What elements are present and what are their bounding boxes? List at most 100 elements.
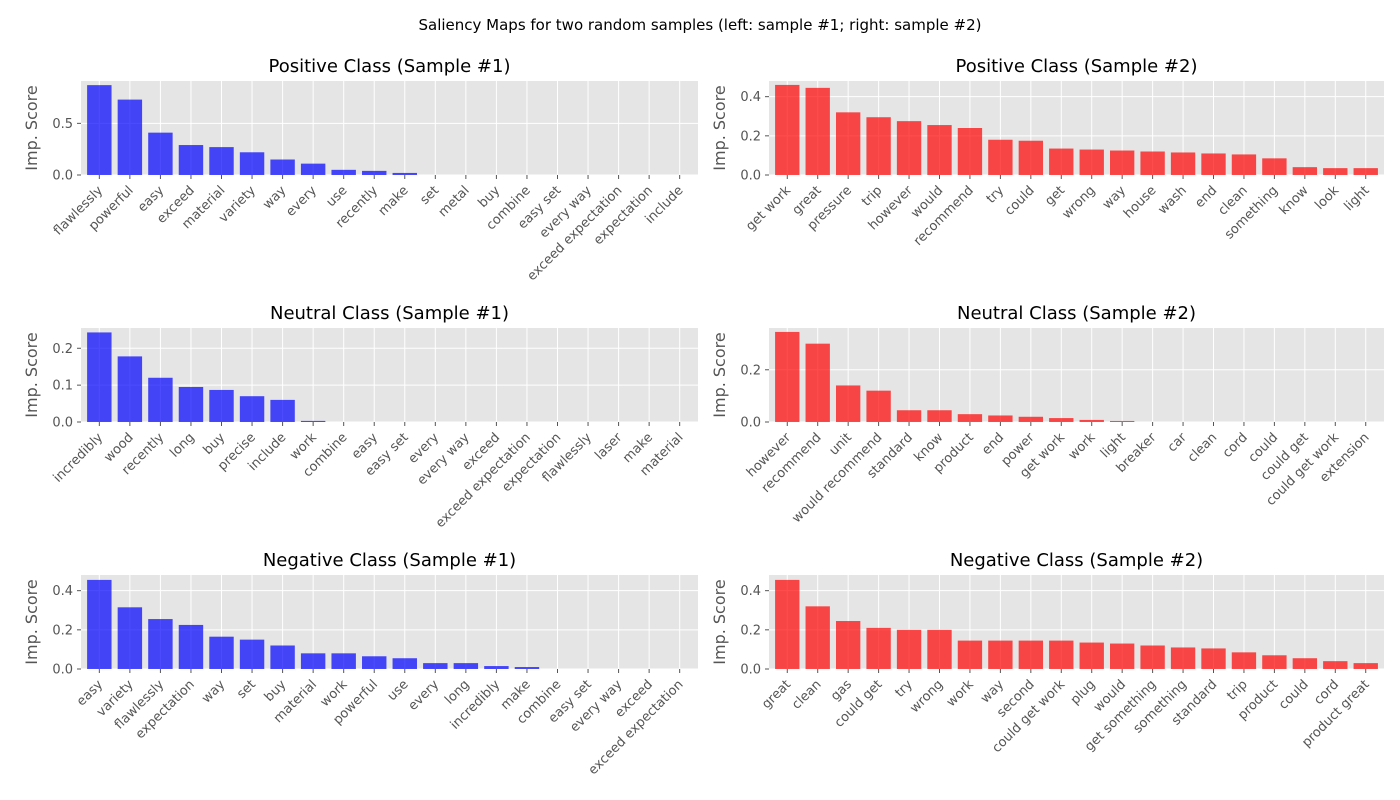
x-tick-label: clean <box>1185 430 1220 465</box>
bar-product-great <box>1353 663 1378 669</box>
bar-buy <box>209 389 234 422</box>
bar-include <box>270 399 295 422</box>
bar-end <box>988 415 1013 422</box>
bar-powerful <box>117 99 143 175</box>
plot-area <box>81 575 698 669</box>
bar-end <box>1201 153 1226 175</box>
bar-powerful <box>362 656 387 669</box>
bar-work <box>331 653 356 669</box>
x-tick-label: work <box>944 677 977 710</box>
y-tick-label: 0.0 <box>52 416 73 431</box>
bar-use <box>392 658 417 669</box>
bar-every <box>300 163 326 175</box>
bar-way <box>270 159 295 175</box>
bar-make <box>514 667 540 669</box>
bar-every <box>423 663 448 669</box>
bar-pressure <box>835 112 861 175</box>
bar-product <box>1262 655 1287 669</box>
plot-area <box>769 328 1384 422</box>
bar-easy <box>148 132 173 175</box>
bar-could-get-work <box>1049 640 1074 669</box>
chart-title: Neutral Class (Sample #1) <box>270 303 509 324</box>
bar-standard <box>896 410 922 422</box>
bar-clean <box>805 606 830 669</box>
x-tick-label: make <box>376 183 412 219</box>
y-tick-label: 0.2 <box>52 623 73 638</box>
x-tick-label: way <box>199 677 228 706</box>
x-tick-label: try <box>984 183 1008 207</box>
bar-work <box>300 420 326 422</box>
bar-could <box>1018 140 1044 175</box>
bar-flawlessly <box>148 619 173 669</box>
bar-buy <box>270 645 295 669</box>
bar-use <box>331 169 356 175</box>
bar-something <box>1262 158 1287 175</box>
bar-get-work <box>1049 418 1074 422</box>
bar-try <box>988 139 1013 175</box>
plot-area <box>81 81 698 175</box>
x-tick-label: get <box>1042 183 1068 209</box>
y-tick-label: 0.2 <box>740 363 761 378</box>
bar-would <box>1109 643 1135 669</box>
bar-light <box>1353 168 1378 175</box>
x-tick-label: could <box>1002 183 1038 219</box>
x-tick-label: set <box>234 677 259 702</box>
bar-wood <box>117 356 143 422</box>
bar-recommend <box>957 128 983 175</box>
x-tick-label: every <box>406 677 443 714</box>
bar-look <box>1323 168 1348 175</box>
bar-gas <box>835 621 861 669</box>
bar-house <box>1140 151 1165 175</box>
bar-flawlessly <box>87 85 112 175</box>
y-tick-label: 0.5 <box>52 117 73 132</box>
x-tick-label: every <box>283 183 320 220</box>
bar-wrong <box>1079 149 1104 175</box>
x-tick-label: wash <box>1156 183 1190 217</box>
y-axis-label: Imp. Score <box>710 332 729 417</box>
bar-work <box>957 640 983 669</box>
y-axis-label: Imp. Score <box>22 85 41 170</box>
y-axis-label: Imp. Score <box>710 85 729 170</box>
bar-could-get <box>866 627 891 669</box>
y-axis-label: Imp. Score <box>22 332 41 417</box>
bar-way <box>988 640 1013 669</box>
y-tick-label: 0.1 <box>52 379 73 394</box>
bar-product <box>957 414 983 422</box>
x-tick-label: work <box>1066 430 1099 463</box>
chart-title: Positive Class (Sample #2) <box>956 56 1198 77</box>
bar-trip <box>1231 652 1257 669</box>
chart-title: Negative Class (Sample #1) <box>263 550 516 571</box>
bar-plug <box>1079 642 1104 669</box>
bar-recently <box>362 170 387 175</box>
bar-trip <box>866 117 891 175</box>
bar-could <box>1292 658 1318 669</box>
chart-title: Positive Class (Sample #1) <box>269 56 511 77</box>
x-tick-label: set <box>417 183 442 208</box>
x-tick-label: house <box>1121 183 1159 221</box>
bar-recommend <box>805 343 830 422</box>
bar-know <box>1292 167 1318 175</box>
bar-incredibly <box>484 666 509 669</box>
y-axis-label: Imp. Score <box>710 579 729 664</box>
x-tick-label: look <box>1312 183 1342 213</box>
x-tick-label: laser <box>592 430 625 463</box>
bar-try <box>896 629 922 669</box>
x-tick-label: long <box>167 430 197 460</box>
y-tick-label: 0.4 <box>740 90 761 105</box>
bar-would-recommend <box>866 390 891 422</box>
plot-area <box>81 328 698 422</box>
bar-material <box>300 653 326 669</box>
x-tick-label: clean <box>789 677 824 712</box>
x-tick-label: incredibly <box>51 430 107 486</box>
plot-area <box>769 575 1384 669</box>
bar-standard <box>1201 648 1226 669</box>
x-tick-label: wrong <box>907 677 946 716</box>
y-tick-label: 0.2 <box>740 623 761 638</box>
bar-material <box>209 147 234 175</box>
bar-incredibly <box>87 332 112 422</box>
chart-title: Neutral Class (Sample #2) <box>957 303 1196 324</box>
bar-get-something <box>1140 645 1165 669</box>
